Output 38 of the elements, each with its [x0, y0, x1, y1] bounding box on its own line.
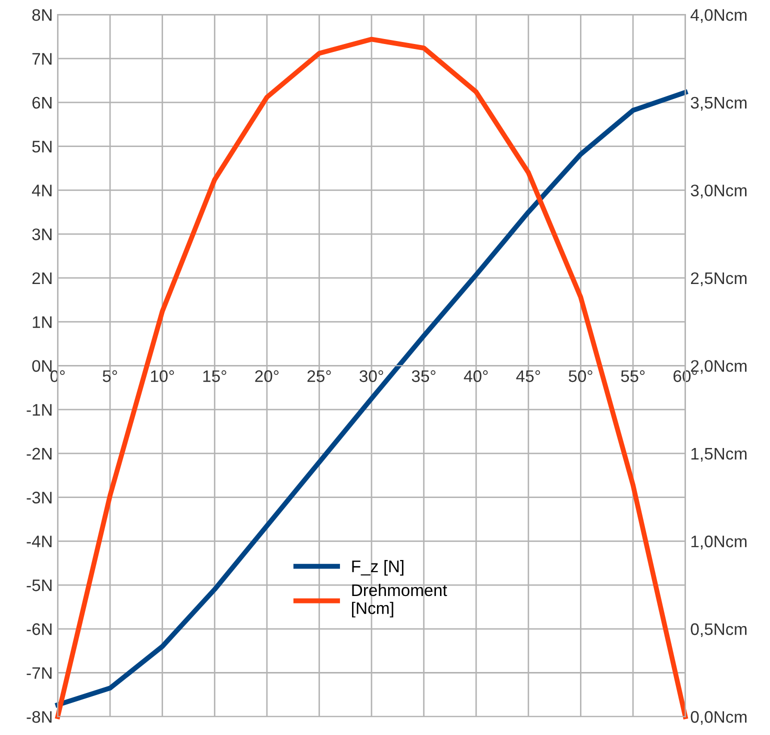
y-tick-label: 8N [32, 9, 52, 21]
y-tick-label: -8N [26, 711, 52, 723]
y-tick-label: 3N [32, 228, 52, 240]
y-tick-label: 1N [32, 316, 52, 328]
y2-tick-label: 2,5Ncm [691, 272, 746, 286]
y-tick-label: -6N [26, 623, 52, 636]
y-tick-label: -2N [26, 448, 52, 460]
y2-tick-label: 3,0Ncm [690, 184, 746, 198]
x-tick-label: 35° [412, 370, 436, 382]
y2-tick-label: 1,5Ncm [691, 448, 746, 462]
y-tick-label: 6N [32, 96, 52, 109]
y-tick-label: 5N [32, 140, 52, 153]
y-tick-label: -3N [26, 492, 52, 504]
y-tick-label: -4N [26, 536, 52, 548]
legend-label: F_z [N] [352, 560, 404, 576]
x-tick-label: 10° [151, 370, 174, 382]
y2-tick-label: 0,5Ncm [690, 623, 746, 638]
x-tick-label: 45° [516, 370, 540, 382]
x-tick-label: 40° [464, 370, 488, 382]
x-tick-label: 15° [203, 370, 226, 382]
y2-tick-label: 3,5Ncm [690, 96, 746, 111]
y2-tick-label: 4,0Ncm [690, 9, 746, 23]
y2-tick-label: 0,0Ncm [690, 711, 746, 725]
y-tick-label: -5N [26, 580, 52, 592]
x-tick-label: 55° [621, 370, 645, 382]
x-tick-label: 25° [307, 370, 331, 382]
y-tick-label: -1N [26, 404, 52, 416]
y-tick-label: 7N [32, 53, 52, 65]
legend-label: Drehmoment [Ncm] [352, 584, 448, 618]
y-tick-label: -7N [26, 667, 52, 679]
y-tick-label: 4N [32, 184, 52, 196]
x-tick-label: 30° [360, 370, 384, 382]
y2-tick-label: 1,0Ncm [691, 536, 746, 550]
x-tick-label: 20° [255, 370, 279, 382]
x-tick-label: 5° [102, 370, 118, 382]
y-tick-label: 2N [32, 272, 52, 284]
y-tick-label: 0N [32, 360, 52, 372]
x-tick-label: 50° [568, 370, 592, 382]
